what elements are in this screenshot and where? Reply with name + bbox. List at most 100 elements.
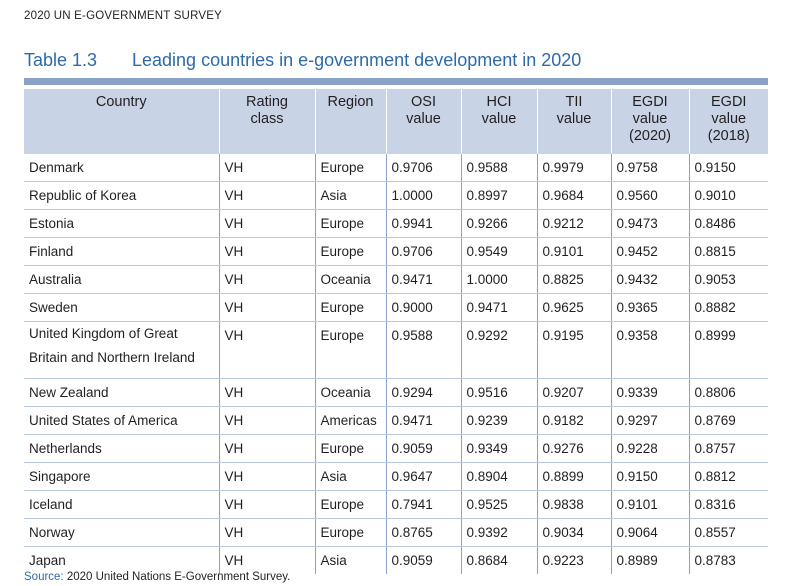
column-header-line: value <box>632 111 668 127</box>
cell-rating-class: VH <box>218 237 315 266</box>
cell-hci-value: 0.9292 <box>460 321 537 379</box>
table-title-text: Leading countries in e-government develo… <box>132 50 582 70</box>
cell-region: Europe <box>314 237 386 266</box>
cell-tii-value: 0.9207 <box>536 378 611 407</box>
cell-egdi-2018-value: 0.8769 <box>688 406 768 435</box>
source-text: 2020 United Nations E-Government Survey. <box>66 571 291 583</box>
cell-egdi-2018-value: 0.8783 <box>688 546 768 574</box>
cell-osi-value: 0.9471 <box>385 265 461 294</box>
cell-country: Republic of Korea <box>24 181 219 210</box>
cell-tii-value: 0.9101 <box>536 237 611 266</box>
table-row: New Zealand VH Oceania 0.9294 0.9516 0.9207 0.… <box>24 378 768 407</box>
cell-rating-class: VH <box>218 406 315 435</box>
column-header-line: value <box>711 111 747 127</box>
cell-tii-value: 0.9223 <box>536 546 611 574</box>
column-header-line: EGDI <box>711 94 747 110</box>
cell-egdi-2018-value: 0.9010 <box>688 181 768 210</box>
cell-region: Oceania <box>314 378 386 407</box>
cell-osi-value: 0.9941 <box>385 209 461 238</box>
column-header-line: EGDI <box>632 94 668 110</box>
cell-country: Australia <box>24 265 219 294</box>
cell-egdi-2020-value: 0.8989 <box>610 546 689 574</box>
header-row: Country Rating class Region OSI value HCI value… <box>24 89 768 154</box>
cell-region: Asia <box>314 462 386 491</box>
column-header-egdi-2020: EGDI value (2020) <box>610 89 689 154</box>
cell-rating-class: VH <box>218 209 315 238</box>
cell-osi-value: 1.0000 <box>385 181 461 210</box>
cell-egdi-2020-value: 0.9228 <box>610 434 689 463</box>
cell-tii-value: 0.9182 <box>536 406 611 435</box>
cell-country: Sweden <box>24 293 219 322</box>
cell-egdi-2018-value: 0.9150 <box>688 154 768 182</box>
cell-region: Oceania <box>314 265 386 294</box>
cell-osi-value: 0.9588 <box>385 321 461 379</box>
column-header-rating-class: Rating class <box>218 89 315 154</box>
cell-rating-class: VH <box>218 265 315 294</box>
cell-country: Netherlands <box>24 434 219 463</box>
cell-egdi-2018-value: 0.9053 <box>688 265 768 294</box>
cell-egdi-2018-value: 0.8757 <box>688 434 768 463</box>
cell-tii-value: 0.9276 <box>536 434 611 463</box>
cell-country: Iceland <box>24 490 219 519</box>
cell-rating-class: VH <box>218 181 315 210</box>
column-header-line: value <box>406 111 441 127</box>
cell-tii-value: 0.8825 <box>536 265 611 294</box>
cell-region: Europe <box>314 209 386 238</box>
cell-osi-value: 0.9647 <box>385 462 461 491</box>
cell-egdi-2018-value: 0.8999 <box>688 321 768 379</box>
table-row: Japan VH Asia 0.9059 0.8684 0.9223 0.8989 0.878… <box>24 546 768 574</box>
cell-region: Americas <box>314 406 386 435</box>
table-row: Finland VH Europe 0.9706 0.9549 0.9101 0.9452 0… <box>24 237 768 266</box>
column-header-line: Rating <box>246 94 288 110</box>
cell-rating-class: VH <box>218 546 315 574</box>
cell-osi-value: 0.9294 <box>385 378 461 407</box>
cell-egdi-2018-value: 0.8557 <box>688 518 768 547</box>
cell-country: Japan <box>29 553 66 568</box>
cell-country: Denmark <box>24 154 219 182</box>
column-header-line: class <box>250 111 284 127</box>
cell-hci-value: 0.8684 <box>460 546 537 574</box>
cell-egdi-2020-value: 0.9358 <box>610 321 689 379</box>
column-header-line: value <box>556 111 592 127</box>
cell-region: Asia <box>314 181 386 210</box>
cell-hci-value: 0.8997 <box>460 181 537 210</box>
cell-egdi-2020-value: 0.9339 <box>610 378 689 407</box>
table-row: Australia VH Oceania 0.9471 1.0000 0.8825 0.94… <box>24 265 768 294</box>
column-header-line: TII <box>565 94 583 110</box>
column-header-egdi-2018: EGDI value (2018) <box>688 89 768 154</box>
cell-egdi-2020-value: 0.9432 <box>610 265 689 294</box>
cell-osi-value: 0.9059 <box>385 546 461 574</box>
column-header-osi: OSI value <box>385 89 461 154</box>
cell-osi-value: 0.9000 <box>385 293 461 322</box>
cell-country: Singapore <box>24 462 219 491</box>
cell-rating-class: VH <box>218 490 315 519</box>
table-row: Republic of Korea VH Asia 1.0000 0.8997 0.968… <box>24 181 768 210</box>
cell-egdi-2020-value: 0.9297 <box>610 406 689 435</box>
cell-tii-value: 0.9838 <box>536 490 611 519</box>
column-header-line: HCI <box>486 94 512 110</box>
cell-country: Estonia <box>24 209 219 238</box>
cell-hci-value: 0.9471 <box>460 293 537 322</box>
cell-egdi-2018-value: 0.8316 <box>688 490 768 519</box>
cell-egdi-2020-value: 0.9101 <box>610 490 689 519</box>
column-header-line: Country <box>95 94 147 110</box>
source-note: Source: 2020 United Nations E-Government… <box>24 571 290 583</box>
cell-hci-value: 0.9525 <box>460 490 537 519</box>
cell-tii-value: 0.9212 <box>536 209 611 238</box>
cell-hci-value: 0.8904 <box>460 462 537 491</box>
cell-egdi-2018-value: 0.8812 <box>688 462 768 491</box>
cell-egdi-2018-value: 0.8486 <box>688 209 768 238</box>
cell-hci-value: 0.9516 <box>460 378 537 407</box>
cell-rating-class: VH <box>218 434 315 463</box>
column-header-region: Region <box>314 89 386 154</box>
cell-osi-value: 0.9471 <box>385 406 461 435</box>
column-header-line: (2020) <box>629 128 671 144</box>
column-header-line: Region <box>327 94 374 110</box>
running-head: 2020 UN E-GOVERNMENT SURVEY <box>24 10 222 22</box>
table-row: Iceland VH Europe 0.7941 0.9525 0.9838 0.9101 0… <box>24 490 768 519</box>
cell-country: United States of America <box>24 406 219 435</box>
leading-countries-table: Country Rating class Region OSI value HCI value… <box>24 89 768 574</box>
cell-egdi-2020-value: 0.9150 <box>610 462 689 491</box>
cell-country: Norway <box>24 518 219 547</box>
table-number: Table 1.3 <box>24 50 98 70</box>
